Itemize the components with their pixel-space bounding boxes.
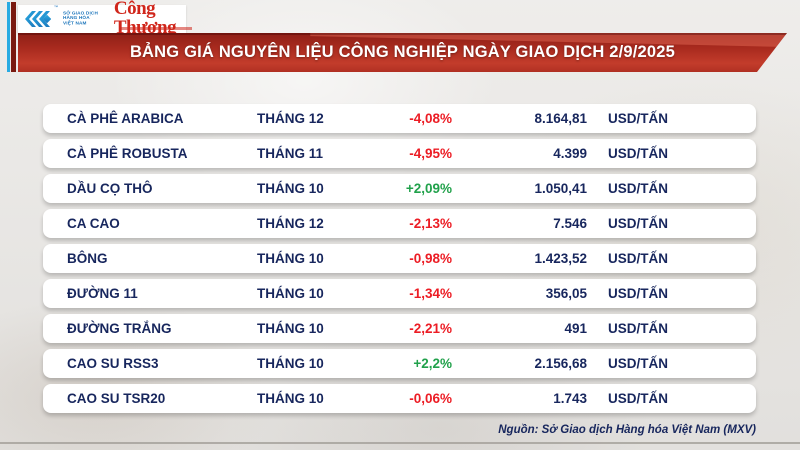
price-cell: 491 bbox=[564, 321, 587, 336]
commodity-cell: CAO SU RSS3 bbox=[67, 356, 159, 371]
commodity-cell: CAO SU TSR20 bbox=[67, 391, 166, 406]
table-row: ĐƯỜNG 11 THÁNG 10 -1,34% 356,05 USD/TẤN bbox=[43, 279, 756, 308]
commodity-cell: ĐƯỜNG 11 bbox=[67, 286, 138, 301]
change-percent-cell: -1,34% bbox=[409, 286, 452, 301]
contract-month-cell: THÁNG 10 bbox=[257, 321, 324, 336]
change-percent-cell: -0,06% bbox=[409, 391, 452, 406]
logo-bar: ™ SỞ GIAO DỊCH HÀNG HÓA VIỆT NAM Công Th… bbox=[18, 0, 192, 37]
table-row: CAO SU TSR20 THÁNG 10 -0,06% 1.743 USD/TẤN bbox=[43, 384, 756, 413]
change-percent-cell: -4,95% bbox=[409, 146, 452, 161]
accent-stripe-cyan bbox=[7, 2, 10, 72]
price-cell: 1.743 bbox=[553, 391, 587, 406]
change-percent-cell: -0,98% bbox=[409, 251, 452, 266]
mxv-org-line2: HÀNG HÓA bbox=[63, 16, 90, 22]
title-banner: BẢNG GIÁ NGUYÊN LIỆU CÔNG NGHIỆP NGÀY GI… bbox=[18, 33, 787, 72]
price-cell: 4.399 bbox=[553, 146, 587, 161]
table-row: CA CAO THÁNG 12 -2,13% 7.546 USD/TẤN bbox=[43, 209, 756, 238]
change-percent-cell: -2,13% bbox=[409, 216, 452, 231]
table-row: CAO SU RSS3 THÁNG 10 +2,2% 2.156,68 USD/TẤN bbox=[43, 349, 756, 378]
change-percent-cell: +2,09% bbox=[405, 181, 452, 196]
change-percent-cell: -4,08% bbox=[409, 111, 452, 126]
commodity-cell: CA CAO bbox=[67, 216, 120, 231]
congthuong-logo: Công Thương bbox=[113, 0, 177, 38]
table-row: DẦU CỌ THÔ THÁNG 10 +2,09% 1.050,41 USD/TẤN bbox=[43, 174, 756, 203]
contract-month-cell: THÁNG 11 bbox=[257, 146, 324, 161]
table-row: ĐƯỜNG TRẮNG THÁNG 10 -2,21% 491 USD/TẤN bbox=[43, 314, 756, 343]
price-cell: 356,05 bbox=[545, 286, 587, 301]
commodity-cell: ĐƯỜNG TRẮNG bbox=[67, 321, 172, 336]
commodity-cell: BÔNG bbox=[67, 251, 108, 266]
price-cell: 1.050,41 bbox=[534, 181, 587, 196]
price-cell: 7.546 bbox=[553, 216, 587, 231]
change-percent-cell: +2,2% bbox=[413, 356, 452, 371]
change-percent-cell: -2,21% bbox=[409, 321, 452, 336]
unit-cell: USD/TẤN bbox=[608, 146, 668, 161]
commodity-cell: CÀ PHÊ ROBUSTA bbox=[67, 146, 188, 161]
unit-cell: USD/TẤN bbox=[608, 216, 668, 231]
congthuong-logo-underbar bbox=[120, 27, 192, 30]
mxv-chevrons-icon bbox=[23, 10, 51, 28]
mxv-org-name: SỞ GIAO DỊCH HÀNG HÓA VIỆT NAM bbox=[63, 11, 98, 26]
mxv-trademark: ™ bbox=[53, 5, 59, 11]
unit-cell: USD/TẤN bbox=[608, 181, 668, 196]
price-table: CÀ PHÊ ARABICA THÁNG 12 -4,08% 8.164,81 USD/… bbox=[43, 104, 756, 419]
unit-cell: USD/TẤN bbox=[608, 391, 668, 406]
table-row: CÀ PHÊ ARABICA THÁNG 12 -4,08% 8.164,81 USD/… bbox=[43, 104, 756, 133]
contract-month-cell: THÁNG 12 bbox=[257, 111, 324, 126]
price-cell: 2.156,68 bbox=[534, 356, 587, 371]
contract-month-cell: THÁNG 12 bbox=[257, 216, 324, 231]
table-row: BÔNG THÁNG 10 -0,98% 1.423,52 USD/TẤN bbox=[43, 244, 756, 273]
bottom-divider bbox=[0, 442, 800, 444]
mxv-org-line1: SỞ GIAO DỊCH bbox=[63, 11, 98, 17]
commodity-cell: CÀ PHÊ ARABICA bbox=[67, 111, 184, 126]
contract-month-cell: THÁNG 10 bbox=[257, 356, 324, 371]
table-row: CÀ PHÊ ROBUSTA THÁNG 11 -4,95% 4.399 USD/TẤN bbox=[43, 139, 756, 168]
contract-month-cell: THÁNG 10 bbox=[257, 391, 324, 406]
unit-cell: USD/TẤN bbox=[608, 356, 668, 371]
accent-stripe-darkred bbox=[11, 2, 16, 72]
contract-month-cell: THÁNG 10 bbox=[257, 251, 324, 266]
unit-cell: USD/TẤN bbox=[608, 111, 668, 126]
price-cell: 8.164,81 bbox=[534, 111, 587, 126]
price-cell: 1.423,52 bbox=[534, 251, 587, 266]
mxv-org-line3: VIỆT NAM bbox=[63, 21, 87, 27]
unit-cell: USD/TẤN bbox=[608, 251, 668, 266]
commodity-cell: DẦU CỌ THÔ bbox=[67, 181, 153, 196]
contract-month-cell: THÁNG 10 bbox=[257, 181, 324, 196]
unit-cell: USD/TẤN bbox=[608, 286, 668, 301]
contract-month-cell: THÁNG 10 bbox=[257, 286, 324, 301]
unit-cell: USD/TẤN bbox=[608, 321, 668, 336]
page-title: BẢNG GIÁ NGUYÊN LIỆU CÔNG NGHIỆP NGÀY GI… bbox=[129, 43, 676, 61]
source-credit: Nguồn: Sở Giao dịch Hàng hóa Việt Nam (M… bbox=[498, 424, 756, 436]
